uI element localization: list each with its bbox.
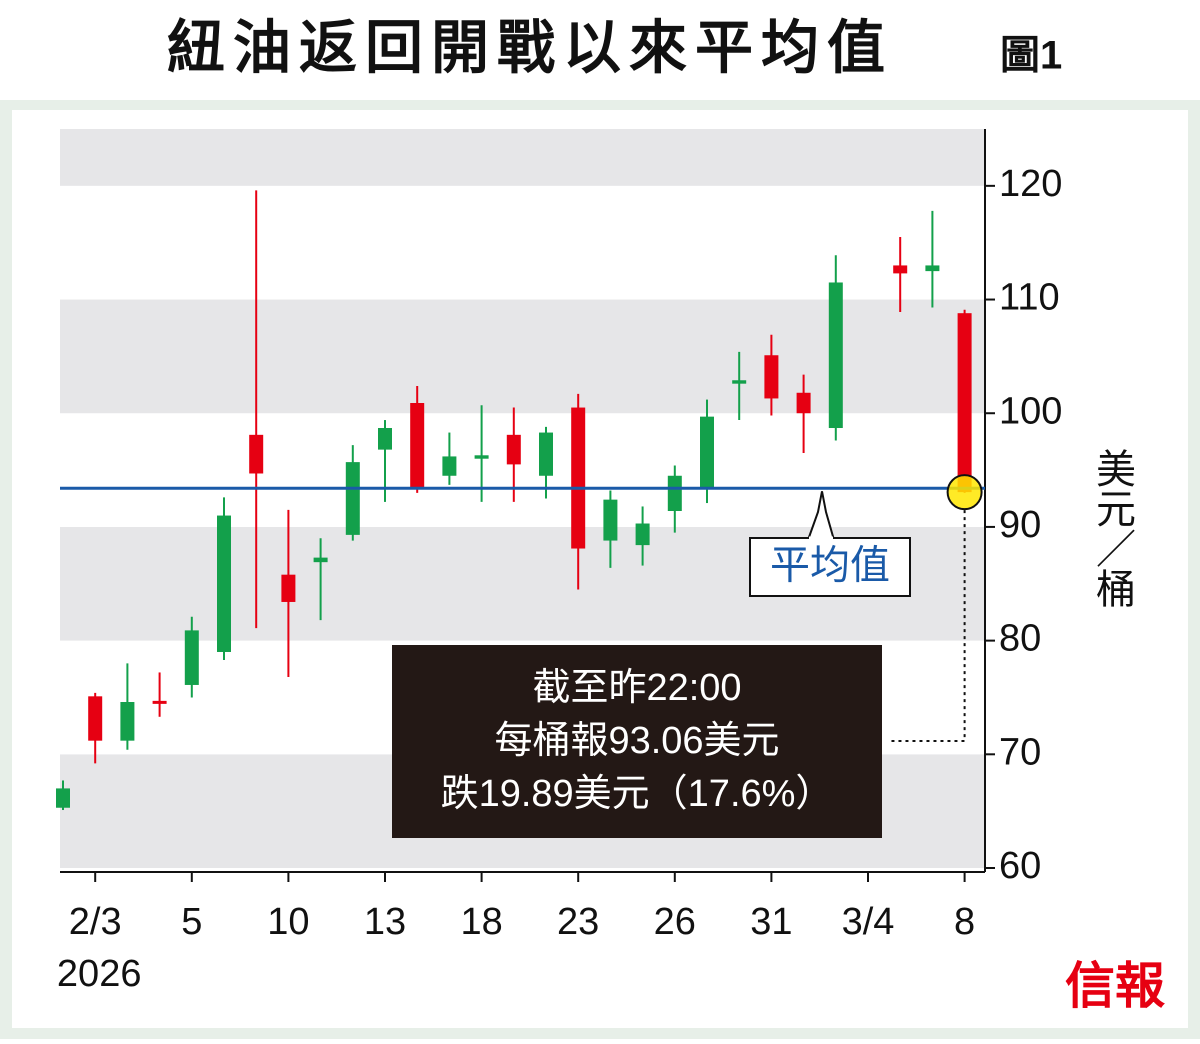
average-label: 平均值 xyxy=(770,544,890,588)
leader xyxy=(888,510,966,742)
candle-body xyxy=(152,700,167,704)
band xyxy=(60,299,985,414)
y-tick-label: 80 xyxy=(999,618,1041,660)
candle-body xyxy=(796,392,811,414)
annotation-box xyxy=(392,645,882,838)
candle-body xyxy=(667,475,682,512)
x-tick-label: 18 xyxy=(460,901,502,943)
candle-body xyxy=(603,499,618,541)
x-tick-label: 26 xyxy=(654,901,696,943)
candle-body xyxy=(957,313,972,493)
annotation-line: 每桶報93.06美元 xyxy=(494,720,779,762)
highlight xyxy=(946,474,983,511)
candle-body xyxy=(249,434,264,474)
candle-body xyxy=(539,432,553,476)
candle-body xyxy=(120,702,135,741)
x-tick-label: 31 xyxy=(750,901,792,943)
annotation-line: 截至昨22:00 xyxy=(532,667,741,709)
y-axis-label: 美元／桶 xyxy=(1090,448,1136,608)
source-logo: 信報 xyxy=(1065,956,1165,1015)
figure-label: 圖1 xyxy=(1000,34,1062,78)
candle-body xyxy=(506,434,521,465)
x-tick-label: 10 xyxy=(267,901,309,943)
candle-body xyxy=(184,630,199,685)
candle-body xyxy=(893,265,908,274)
candle-body xyxy=(281,574,296,602)
candle-body xyxy=(410,402,425,488)
average-box xyxy=(749,537,911,597)
x-tick-label: 23 xyxy=(557,901,599,943)
candle-body xyxy=(764,355,779,399)
candle-body xyxy=(635,523,650,546)
candle-body xyxy=(571,407,586,549)
candle-body xyxy=(700,416,714,489)
y-tick-label: 60 xyxy=(999,845,1041,887)
band xyxy=(60,185,985,300)
band xyxy=(60,129,985,186)
candle-body xyxy=(345,462,360,535)
candle-body xyxy=(56,788,70,808)
chart-title: 紐油返回開戰以來平均值 xyxy=(167,15,893,80)
candle-body xyxy=(217,515,231,652)
candle-body xyxy=(313,557,328,563)
x-tick-label: 13 xyxy=(364,901,406,943)
band xyxy=(60,413,985,527)
year-label: 2026 xyxy=(57,953,142,995)
y-tick-label: 90 xyxy=(999,504,1041,546)
candle-body xyxy=(732,380,747,384)
y-tick-label: 70 xyxy=(999,731,1041,773)
x-tick-label: 5 xyxy=(181,901,202,943)
y-tick-label: 120 xyxy=(999,163,1062,205)
annotation-line: 跌19.89美元（17.6%） xyxy=(441,773,834,815)
candle-body xyxy=(88,696,103,741)
callout-pointer xyxy=(807,491,835,541)
x-tick-label: 8 xyxy=(954,901,975,943)
candle-body xyxy=(442,456,457,476)
candle-body xyxy=(828,282,843,429)
candle-body xyxy=(474,455,489,459)
y-tick-label: 110 xyxy=(999,277,1060,319)
x-tick-label: 2/3 xyxy=(69,901,122,943)
candle-body xyxy=(378,428,392,450)
y-tick-label: 100 xyxy=(999,390,1062,432)
candle-body xyxy=(925,265,940,272)
x-tick-label: 3/4 xyxy=(842,901,895,943)
